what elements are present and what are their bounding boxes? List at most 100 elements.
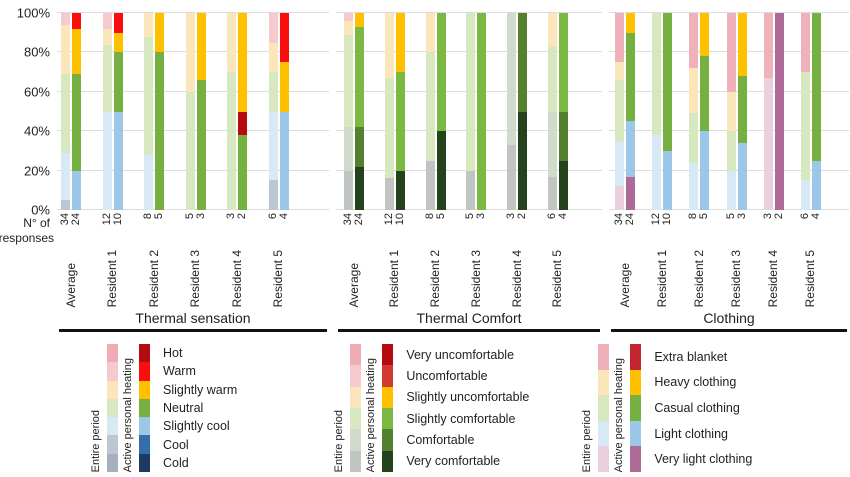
category-label-resident-2: Resident 2: [691, 249, 706, 307]
bar-entire-resident-5: [800, 13, 810, 210]
bar-entire-resident-3: [726, 13, 736, 210]
segment-very-comfortable: [518, 111, 528, 210]
bar-active-average: [355, 13, 364, 210]
legend-swatch-slightly-cool: [139, 417, 150, 436]
legend-labels: Very uncomfortable Uncomfortable Slightly …: [406, 344, 529, 472]
legend-thermal-comfort: Entire period Active personal heating Ve…: [333, 344, 529, 472]
legend-swatch-casual-clothing: [630, 395, 642, 421]
bar-entire-average: [344, 13, 353, 210]
segment-casual-clothing: [689, 113, 699, 163]
segment-very-comfortable: [558, 160, 568, 210]
segment-slightly-comfortable: [384, 78, 394, 179]
segment-casual-clothing: [811, 13, 821, 161]
response-count: 5: [183, 213, 196, 220]
response-count: 34: [59, 213, 71, 226]
clothing-plot: [609, 12, 849, 210]
bar-pair-average: [615, 13, 635, 210]
segment-warm: [279, 13, 289, 63]
segment-slightly-comfortable: [547, 46, 557, 112]
legend-labels: Extra blanket Heavy clothing Casual clothi…: [654, 344, 752, 472]
legend-swatch-slightly-comfortable: [350, 407, 362, 430]
thermal-comfort-plot: [336, 12, 602, 210]
bar-active-resident-3: [196, 13, 206, 210]
legend-swatch-very-comfortable: [350, 450, 362, 472]
thermal-sensation-counts: 34 24 12 10 8 5 5 3 3 2 6 4: [57, 213, 329, 239]
bar-active-resident-1: [113, 13, 123, 210]
bar-pair-resident-5: [268, 13, 289, 210]
count-pair-average: 34 24: [59, 213, 82, 239]
segment-very-comfortable: [355, 166, 364, 210]
y-axis-unit-label-line2: responses: [0, 231, 54, 245]
legend-swatch-slightly-uncomfortable: [350, 386, 362, 408]
bar-pair-resident-1: [102, 13, 123, 210]
thermal-comfort-underline: [338, 329, 600, 332]
category-label-resident-1: Resident 1: [105, 249, 120, 307]
category-slot: Resident 1: [652, 241, 672, 307]
response-count: 3: [475, 213, 488, 220]
segment-neutral: [268, 72, 278, 112]
category-label-resident-4: Resident 4: [229, 249, 244, 307]
segment-extra-blanket: [615, 13, 624, 63]
category-label-resident-4: Resident 4: [766, 249, 781, 307]
segment-slightly-warm: [238, 13, 248, 112]
bar-entire-resident-3: [185, 13, 195, 210]
chart-group-thermal-sensation: 34 24 12 10 8 5 5 3 3 2 6 4 Average Resident 1 Reside…: [57, 12, 329, 332]
segment-casual-clothing: [615, 80, 624, 142]
bar-entire-resident-1: [652, 13, 662, 210]
segment-slightly-comfortable: [558, 13, 568, 112]
response-count: 10: [393, 213, 406, 226]
bar-active-resident-2: [155, 13, 165, 210]
bar-pair-resident-2: [425, 13, 446, 210]
segment-casual-clothing: [737, 76, 747, 144]
response-count: 6: [545, 213, 558, 220]
segment-warm: [61, 13, 70, 25]
gridline: [609, 12, 849, 13]
category-slot: Average: [615, 241, 635, 307]
legend-swatch-hot: [139, 344, 150, 363]
segment-cool: [61, 200, 70, 210]
bar-entire-resident-1: [102, 13, 112, 210]
y-tick-60: 60%: [23, 84, 50, 100]
legend-swatch-slightly-warm: [107, 380, 118, 399]
segment-uncomfortable: [344, 13, 353, 21]
legend-swatch-uncomfortable: [350, 365, 362, 387]
segment-slightly-warm: [185, 13, 195, 92]
response-count: 24: [353, 213, 365, 226]
category-slot: Resident 1: [103, 241, 123, 307]
segment-heavy-clothing: [689, 68, 699, 114]
bar-active-resident-3: [477, 13, 487, 210]
bar-pair-resident-4: [763, 13, 784, 210]
segment-slightly-warm: [279, 62, 289, 112]
bar-active-resident-4: [518, 13, 528, 210]
category-label-resident-4: Resident 4: [509, 249, 524, 307]
category-label-average: Average: [617, 262, 632, 307]
legend-label-neutral: Neutral: [163, 400, 204, 415]
segment-casual-clothing: [700, 56, 710, 132]
segment-slightly-warm: [113, 32, 123, 53]
bar-entire-resident-5: [547, 13, 557, 210]
bar-entire-resident-3: [466, 13, 476, 210]
category-label-resident-5: Resident 5: [271, 249, 286, 307]
segment-slightly-warm: [102, 28, 112, 45]
response-count: 3: [505, 213, 518, 220]
bar-entire-resident-1: [384, 13, 394, 210]
category-label-resident-1: Resident 1: [387, 249, 402, 307]
response-count: 8: [423, 213, 436, 220]
segment-casual-clothing: [726, 131, 736, 171]
legend-swatch-light-clothing: [630, 420, 642, 447]
clothing-underline: [611, 329, 847, 332]
legend-swatch-warm: [139, 362, 150, 381]
category-label-resident-5: Resident 5: [803, 249, 818, 307]
legend-label-slightly-cool: Slightly cool: [163, 419, 230, 434]
segment-slightly-uncomfortable: [344, 20, 353, 35]
response-count: 10: [661, 213, 674, 226]
bar-entire-average: [615, 13, 624, 210]
segment-warm: [102, 13, 112, 29]
bar-active-resident-3: [737, 13, 747, 210]
segment-neutral: [196, 79, 206, 210]
segment-light-clothing: [663, 150, 673, 210]
